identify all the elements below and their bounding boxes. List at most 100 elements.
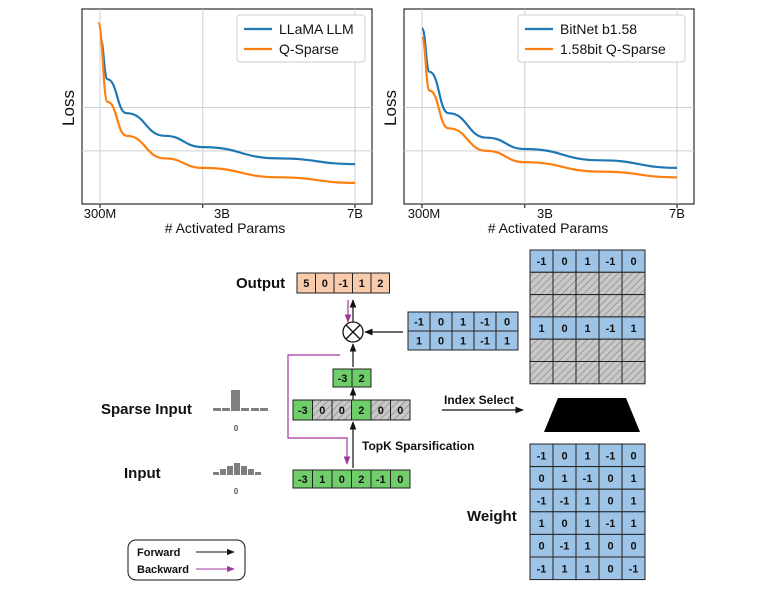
weight-matrix: -1 0 1 -1 0 0 1 -1 0 1 -1 -1 1 0 1 1 0 1 -1 1 0 -1 1 0 0 -1 1 1 0 -1 <box>529 443 646 581</box>
selected-weight-value: 1 <box>416 336 422 348</box>
weight-value: -1 <box>537 496 547 508</box>
selected-rows-value: -1 <box>606 323 616 335</box>
weight-value: -1 <box>537 450 547 462</box>
sparse-value: 0 <box>339 405 345 417</box>
x-tick-label: 3B <box>537 206 553 221</box>
sparse-input-histogram-icon <box>213 390 268 411</box>
arrow-legend: Forward Backward <box>127 539 246 581</box>
weight-value: 1 <box>630 473 636 485</box>
legend-label: Q-Sparse <box>279 41 339 57</box>
topk-label: TopK Sparsification <box>362 439 474 453</box>
output-value: -1 <box>338 278 348 290</box>
selected-rows-masked-cell <box>552 294 577 318</box>
sparse-value: 2 <box>358 405 364 417</box>
weight-label: Weight <box>467 508 517 525</box>
selected-rows-masked-cell <box>575 361 600 385</box>
input-histogram-icon <box>213 463 261 475</box>
selected-rows-value: -1 <box>537 256 547 268</box>
input-vector: -3 1 0 2 -1 0 <box>292 469 411 489</box>
input-cell <box>390 469 411 489</box>
selected-rows-masked-cell <box>575 338 600 363</box>
selected-rows-matrix: -1 0 1 -1 0 1 0 1 -1 1 <box>529 249 646 385</box>
selected-rows-value: 0 <box>561 323 567 335</box>
selected-weight-value: 0 <box>438 317 444 329</box>
selected-input-cell <box>351 368 372 388</box>
selected-weight-value: 1 <box>460 336 466 348</box>
selected-rows-masked-cell <box>575 271 600 296</box>
input-value: 2 <box>358 474 364 486</box>
x-tick-label: 7B <box>669 206 685 221</box>
weight-value: -1 <box>560 541 570 553</box>
weight-value: -1 <box>583 473 593 485</box>
index-select-icon <box>544 398 640 432</box>
weight-value: 1 <box>584 563 590 575</box>
output-label: Output <box>236 275 285 292</box>
sparse-value: -3 <box>298 405 308 417</box>
output-value: 1 <box>359 278 365 290</box>
selected-rows-value: 0 <box>630 256 636 268</box>
weight-value: 0 <box>538 473 544 485</box>
selected-weight-value: -1 <box>414 317 424 329</box>
input-value: 1 <box>319 474 325 486</box>
weight-value: -1 <box>537 563 547 575</box>
legend-label: 1.58bit Q-Sparse <box>560 41 666 57</box>
chart-bitnet: Loss 300M 3B 7B # Activated Params BitNe… <box>381 8 695 236</box>
input-label: Input <box>124 465 161 482</box>
weight-value: 1 <box>561 563 567 575</box>
weight-value: -1 <box>606 450 616 462</box>
input-value: -3 <box>298 474 308 486</box>
series-line-1 <box>97 21 356 184</box>
selected-rows-masked-cell <box>575 294 600 318</box>
series-line-0 <box>420 27 678 169</box>
y-axis-label: Loss <box>59 90 78 126</box>
index-select-label: Index Select <box>444 393 514 407</box>
plot-frame <box>403 8 695 205</box>
sparse-value: 0 <box>319 405 325 417</box>
selected-rows-masked-cell <box>621 361 646 385</box>
output-value: 2 <box>377 278 383 290</box>
selected-rows-value: 0 <box>561 256 567 268</box>
series-line-1 <box>420 36 678 179</box>
selected-rows-value: 1 <box>630 323 636 335</box>
series-group <box>97 21 356 184</box>
sparse-cell <box>390 399 411 421</box>
output-value: 0 <box>322 278 328 290</box>
zero-tick-label: 0 <box>234 487 239 496</box>
weight-value: 0 <box>561 450 567 462</box>
zero-tick-label: 0 <box>234 424 239 433</box>
selected-rows-value: 1 <box>538 323 544 335</box>
weight-value: 1 <box>584 541 590 553</box>
weight-value: 0 <box>607 541 613 553</box>
selected-weight-value: 1 <box>504 336 510 348</box>
selected-input-value: -3 <box>338 373 348 385</box>
weight-value: 0 <box>607 496 613 508</box>
legend-label: LLaMA LLM <box>279 21 354 37</box>
output-value: 5 <box>303 278 309 290</box>
input-value: -1 <box>376 474 386 486</box>
x-axis-label: # Activated Params <box>165 220 286 236</box>
weight-value: -1 <box>629 563 639 575</box>
selected-rows-masked-cell <box>552 361 577 385</box>
weight-value: 0 <box>561 518 567 530</box>
selected-rows-masked-cell <box>621 294 646 318</box>
selected-rows-masked-cell <box>552 271 577 296</box>
selected-rows-value: 1 <box>584 256 590 268</box>
selected-weight-value: 0 <box>504 317 510 329</box>
chart-llama: Loss 300M 3B 7B # Activated Params LLaMA… <box>59 8 373 236</box>
x-axis-label: # Activated Params <box>488 220 609 236</box>
weight-value: 1 <box>630 496 636 508</box>
weight-value: 0 <box>538 541 544 553</box>
selected-input-values: -3 2 <box>332 368 372 388</box>
weight-value: 1 <box>584 450 590 462</box>
sparse-value: 0 <box>397 405 403 417</box>
plot-frame <box>81 8 373 205</box>
selected-rows-masked-cell <box>552 338 577 363</box>
selected-rows-masked-cell <box>529 338 554 363</box>
x-tick-label: 3B <box>214 206 230 221</box>
selected-rows-masked-cell <box>598 338 623 363</box>
selected-weight-cell <box>495 330 519 351</box>
selected-input-value: 2 <box>358 373 364 385</box>
backward-arrow <box>287 354 351 465</box>
weight-value: 1 <box>630 518 636 530</box>
output-cell <box>370 272 390 294</box>
